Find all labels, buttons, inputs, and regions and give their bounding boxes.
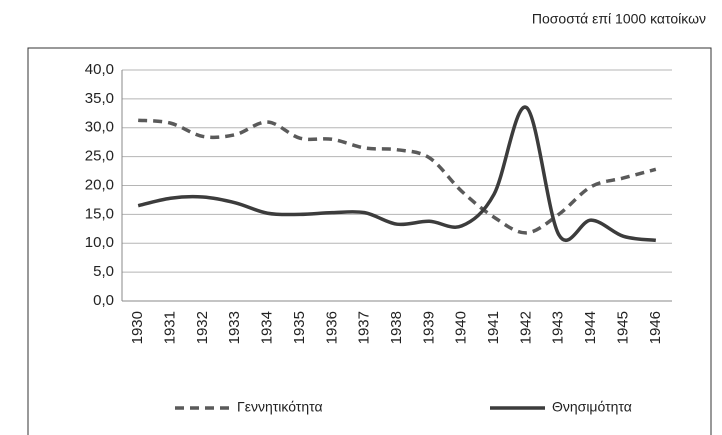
x-tick-label: 1944 (582, 311, 599, 344)
x-tick-label: 1931 (161, 311, 178, 344)
y-tick-label: 30,0 (85, 119, 114, 136)
x-tick-label: 1930 (129, 311, 146, 344)
y-tick-label: 10,0 (85, 234, 114, 251)
y-tick-label: 25,0 (85, 148, 114, 165)
legend-label: Γεννητικότητα (237, 399, 323, 415)
y-tick-label: 20,0 (85, 176, 114, 193)
x-tick-label: 1934 (259, 311, 276, 344)
chart-subtitle: Ποσοστά επί 1000 κατοίκων (532, 11, 706, 27)
x-tick-label: 1945 (614, 311, 631, 344)
x-tick-label: 1946 (647, 311, 664, 344)
x-tick-label: 1939 (420, 311, 437, 344)
y-tick-label: 5,0 (93, 263, 114, 280)
x-tick-label: 1942 (517, 311, 534, 344)
x-tick-label: 1936 (323, 311, 340, 344)
x-tick-label: 1943 (550, 311, 567, 344)
x-tick-label: 1932 (194, 311, 211, 344)
chart-border (27, 47, 712, 435)
y-tick-label: 15,0 (85, 205, 114, 222)
legend-label: Θνησιμότητα (552, 399, 632, 415)
x-tick-label: 1940 (453, 311, 470, 344)
series-line (137, 105, 657, 243)
y-tick-label: 0,0 (93, 292, 114, 309)
x-tick-label: 1933 (226, 311, 243, 344)
x-tick-label: 1937 (356, 311, 373, 344)
x-tick-label: 1935 (291, 311, 308, 344)
series-line (138, 118, 657, 235)
y-tick-label: 35,0 (85, 90, 114, 107)
y-tick-label: 40,0 (85, 61, 114, 78)
x-tick-label: 1941 (485, 311, 502, 344)
x-tick-label: 1938 (388, 311, 405, 344)
